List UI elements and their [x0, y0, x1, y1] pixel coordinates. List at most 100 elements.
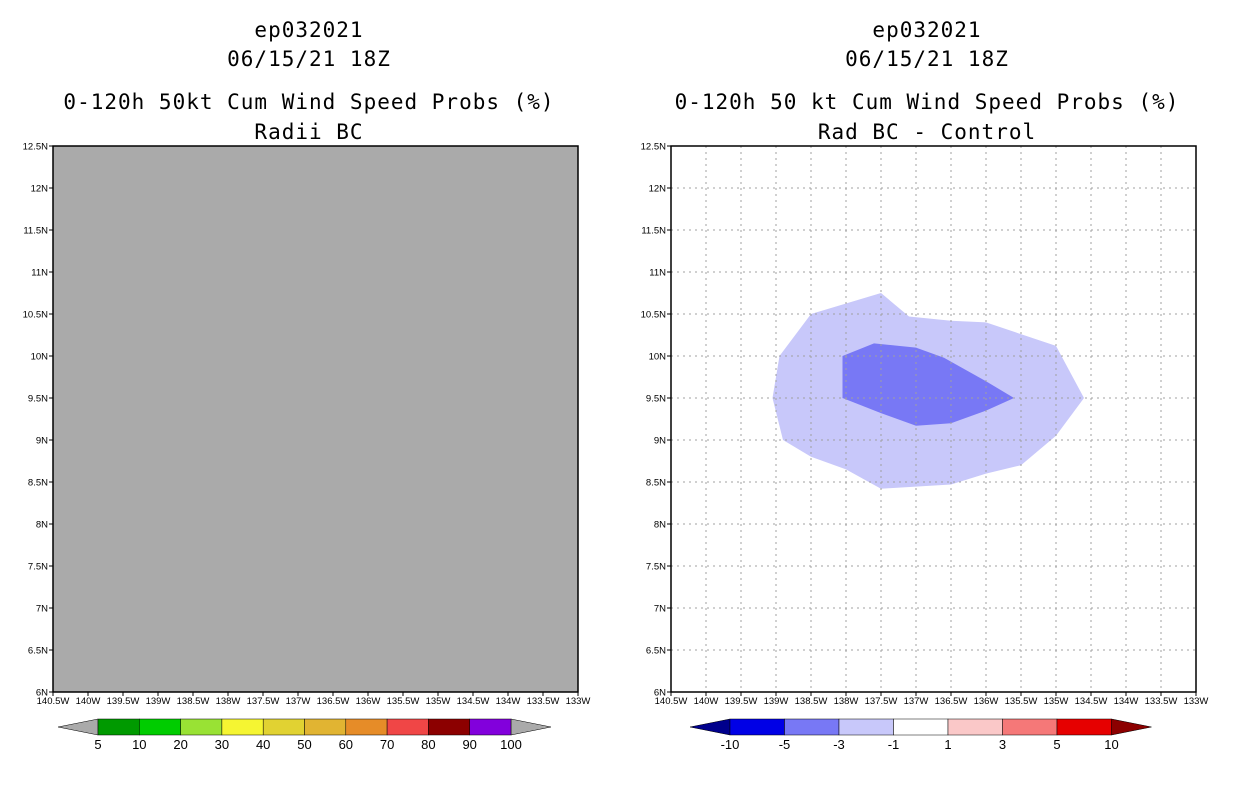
- y-tick-label: 10.5N: [23, 310, 48, 321]
- x-tick-label: 137W: [286, 696, 311, 707]
- colorbar-label: 60: [339, 737, 353, 752]
- x-tick-label: 140.5W: [37, 696, 70, 707]
- colorbar-label: -10: [721, 737, 740, 752]
- x-tick-label: 133.5W: [527, 696, 560, 707]
- left-y-axis: 6N 6.5N 7N 7.5N 8N 8.5N 9N 9.5N 10N 10.5N 11N 11.5N…: [23, 142, 53, 699]
- colorbar-swatch: [97, 718, 140, 736]
- right-chart-title: 0-120h 50 kt Cum Wind Speed Probs (%): [674, 90, 1180, 114]
- left-chart-title: 0-120h 50kt Cum Wind Speed Probs (%): [63, 90, 555, 114]
- contour-fill-1: [842, 343, 1014, 426]
- left-x-axis: 140.5W 140W 139.5W 139W 138.5W 138W 137.5W 137W…: [37, 692, 591, 707]
- colorbar-label: -3: [833, 737, 845, 752]
- x-tick-label: 138.5W: [795, 696, 828, 707]
- colorbar-label: 10: [1104, 737, 1118, 752]
- y-tick-label: 8N: [36, 520, 48, 531]
- x-tick-label: 140.5W: [655, 696, 688, 707]
- y-tick-label: 12N: [31, 184, 49, 195]
- colorbar-label: 3: [999, 737, 1006, 752]
- y-tick-label: 9.5N: [646, 394, 666, 405]
- y-tick-label: 12.5N: [23, 142, 48, 153]
- plot-frame: [670, 145, 1197, 693]
- x-tick-label: 140W: [76, 696, 101, 707]
- colorbar-swatch: [947, 718, 1003, 736]
- x-tick-label: 139.5W: [725, 696, 758, 707]
- colorbar-label: -5: [779, 737, 791, 752]
- y-tick-label: 11.5N: [23, 226, 48, 237]
- colorbar-swatch: [180, 718, 223, 736]
- y-tick-label: 10N: [649, 352, 667, 363]
- y-tick-label: 6N: [36, 688, 48, 699]
- colorbar-label: 100: [500, 737, 522, 752]
- colorbar-swatch: [469, 718, 512, 736]
- x-tick-label: 135.5W: [1005, 696, 1038, 707]
- left-date: 06/15/21 18Z: [227, 47, 391, 71]
- x-tick-label: 139W: [764, 696, 789, 707]
- y-tick-label: 8N: [654, 520, 666, 531]
- x-tick-label: 133.5W: [1145, 696, 1178, 707]
- y-tick-label: 6N: [654, 688, 666, 699]
- x-tick-label: 134W: [1114, 696, 1139, 707]
- colorbar-swatch: [139, 718, 181, 736]
- x-tick-label: 138W: [216, 696, 241, 707]
- x-tick-label: 137.5W: [865, 696, 898, 707]
- colorbar-high-end: [510, 718, 552, 736]
- colorbar-swatch: [893, 718, 949, 736]
- y-tick-label: 8.5N: [28, 478, 48, 489]
- colorbar-swatch: [345, 718, 388, 736]
- y-tick-label: 12N: [649, 184, 667, 195]
- colorbar-swatch: [729, 718, 785, 736]
- x-tick-label: 133W: [1184, 696, 1209, 707]
- y-tick-label: 9.5N: [28, 394, 48, 405]
- x-tick-label: 134W: [496, 696, 521, 707]
- right-colorbar: -10 -5 -3 -1 1 3 5 10: [689, 718, 1152, 752]
- colorbar-label: 80: [421, 737, 435, 752]
- colorbar-label: 10: [132, 737, 146, 752]
- left-plot-area: [52, 145, 579, 693]
- colorbar-swatch: [1002, 718, 1058, 736]
- colorbar-low-end: [689, 718, 731, 736]
- x-tick-label: 138W: [834, 696, 859, 707]
- colorbar-swatch: [1056, 718, 1112, 736]
- x-tick-label: 136.5W: [317, 696, 350, 707]
- colorbar-label: 5: [1053, 737, 1060, 752]
- colorbar-swatch: [784, 718, 840, 736]
- y-tick-label: 6.5N: [646, 646, 666, 657]
- colorbar-low-end: [57, 718, 99, 736]
- colorbar-label: -1: [888, 737, 900, 752]
- colorbar-swatch: [221, 718, 264, 736]
- x-tick-label: 135W: [426, 696, 451, 707]
- x-tick-label: 135.5W: [387, 696, 420, 707]
- colorbar-label: 5: [94, 737, 101, 752]
- x-tick-label: 137.5W: [247, 696, 280, 707]
- colorbar-label: 30: [215, 737, 229, 752]
- x-tick-label: 135W: [1044, 696, 1069, 707]
- y-tick-label: 6.5N: [28, 646, 48, 657]
- x-tick-label: 136W: [356, 696, 381, 707]
- y-tick-label: 10N: [31, 352, 49, 363]
- x-tick-label: 136W: [974, 696, 999, 707]
- x-tick-label: 139W: [146, 696, 171, 707]
- y-tick-label: 7N: [654, 604, 666, 615]
- x-tick-label: 133W: [566, 696, 591, 707]
- right-date: 06/15/21 18Z: [845, 47, 1009, 71]
- y-tick-label: 11.5N: [641, 226, 666, 237]
- right-plot-area: [670, 145, 1197, 693]
- y-tick-label: 7N: [36, 604, 48, 615]
- colorbar-swatch: [838, 718, 894, 736]
- left-storm-id: ep032021: [254, 18, 364, 42]
- left-chart: 6N 6.5N 7N 7.5N 8N 8.5N 9N 9.5N 10N 10.5N 11N 11.5N…: [23, 142, 591, 753]
- x-tick-label: 140W: [694, 696, 719, 707]
- plot-background: [53, 146, 578, 692]
- right-x-axis: 140.5W 140W 139.5W 139W 138.5W 138W 137.5W 137W…: [655, 692, 1209, 707]
- colorbar-swatch: [262, 718, 305, 736]
- x-tick-label: 137W: [904, 696, 929, 707]
- x-tick-label: 134.5W: [457, 696, 490, 707]
- x-tick-label: 134.5W: [1075, 696, 1108, 707]
- right-chart-subtitle: Rad BC - Control: [817, 120, 1037, 144]
- y-tick-label: 9N: [654, 436, 666, 447]
- colorbar-label: 90: [462, 737, 476, 752]
- left-colorbar: 5 10 20 30 40 50 60 70 80 90 100: [57, 718, 552, 752]
- x-tick-label: 136.5W: [935, 696, 968, 707]
- colorbar-high-end: [1111, 718, 1152, 736]
- x-tick-label: 138.5W: [177, 696, 210, 707]
